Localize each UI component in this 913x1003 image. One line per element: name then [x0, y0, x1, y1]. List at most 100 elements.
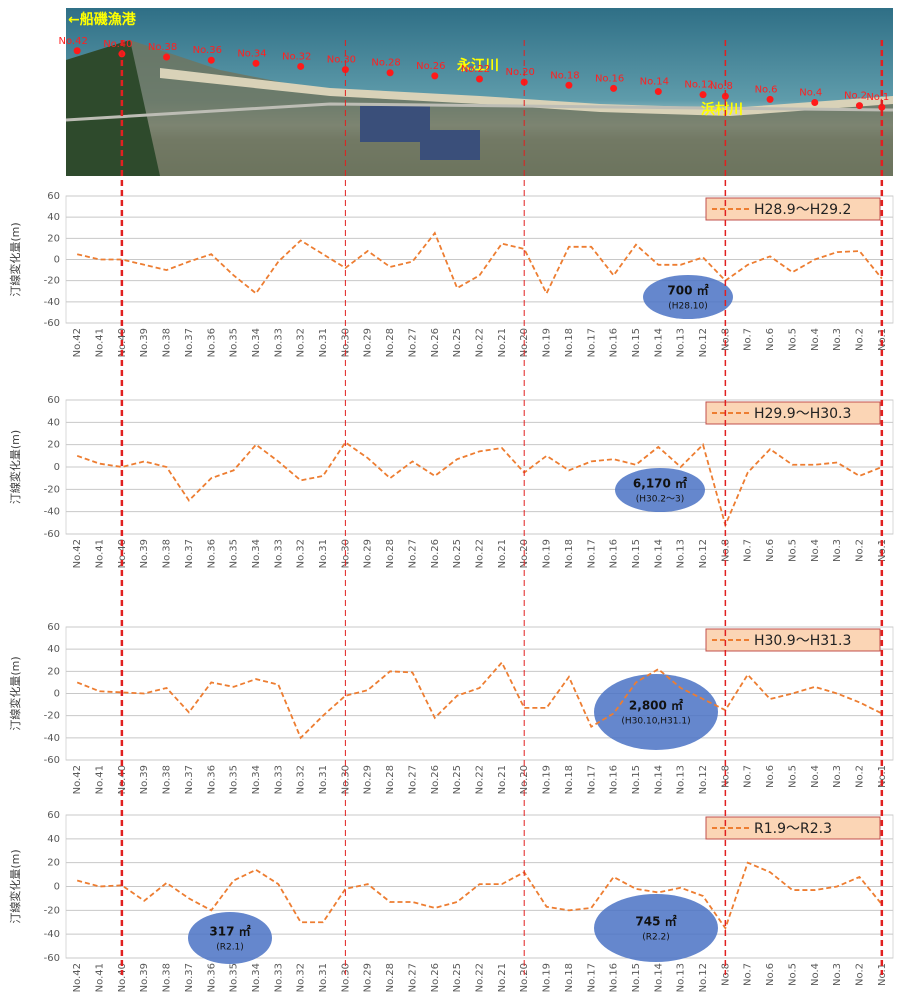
- x-tick-label: No.19: [542, 765, 553, 794]
- y-tick-label: -20: [44, 905, 60, 916]
- x-tick-label: No.2: [854, 539, 865, 562]
- x-tick-label: No.13: [676, 539, 687, 568]
- x-tick-label: No.38: [162, 963, 173, 992]
- annotation-ellipse: [643, 275, 733, 319]
- x-tick-label: No.17: [586, 328, 597, 357]
- x-tick-label: No.29: [363, 963, 374, 992]
- x-tick-label: No.41: [95, 328, 106, 357]
- x-tick-label: No.18: [564, 539, 575, 568]
- x-tick-label: No.7: [743, 963, 754, 986]
- station-dot: [878, 103, 886, 111]
- y-tick-label: 0: [54, 462, 60, 473]
- y-tick-label: -40: [44, 297, 60, 308]
- x-tick-label: No.29: [363, 765, 374, 794]
- legend-box: [705, 401, 881, 425]
- x-tick-label: No.18: [564, 963, 575, 992]
- x-tick-label: No.41: [95, 765, 106, 794]
- x-tick-label: No.33: [273, 539, 284, 568]
- x-tick-label: No.34: [251, 328, 262, 357]
- x-tick-label: No.3: [832, 963, 843, 986]
- x-tick-label: No.5: [787, 963, 798, 986]
- x-tick-label: No.5: [787, 328, 798, 351]
- annotation-text: 745 ㎡: [635, 914, 676, 929]
- x-tick-label: No.15: [631, 963, 642, 992]
- place-label: 永江川: [456, 57, 499, 74]
- x-tick-label: No.3: [832, 328, 843, 351]
- annotation-subtext: (H30.2～3): [636, 495, 685, 505]
- x-tick-label: No.42: [72, 765, 83, 794]
- x-tick-label: No.30: [340, 765, 351, 794]
- x-tick-label: No.6: [765, 765, 776, 788]
- x-tick-label: No.27: [407, 765, 418, 794]
- y-tick-label: 40: [47, 834, 60, 845]
- x-tick-label: No.39: [139, 328, 150, 357]
- x-tick-label: No.14: [653, 963, 664, 992]
- y-tick-label: -60: [44, 755, 60, 766]
- annotation-ellipse: [594, 894, 718, 962]
- x-tick-label: No.38: [162, 539, 173, 568]
- x-tick-label: No.2: [854, 963, 865, 986]
- annotation-text: 700 ㎡: [667, 283, 708, 298]
- x-tick-label: No.38: [162, 328, 173, 357]
- station-dot: [252, 59, 260, 67]
- x-tick-label: No.29: [363, 328, 374, 357]
- solar-panels: [420, 130, 480, 160]
- station-label: No.20: [506, 67, 535, 78]
- aerial-photo: [65, 8, 894, 176]
- x-tick-label: No.31: [318, 539, 329, 568]
- x-tick-label: No.16: [609, 328, 620, 357]
- legend-label: R1.9～R2.3: [754, 821, 832, 837]
- x-tick-label: No.30: [340, 963, 351, 992]
- x-tick-label: No.4: [810, 328, 821, 351]
- x-tick-label: No.25: [452, 539, 463, 568]
- x-tick-label: No.16: [609, 765, 620, 794]
- station-dot: [386, 69, 394, 77]
- annotation-subtext: (H28.10): [668, 302, 708, 312]
- station-dot: [766, 95, 774, 103]
- x-tick-label: No.35: [229, 328, 240, 357]
- x-tick-label: No.22: [475, 328, 486, 357]
- x-tick-label: No.25: [452, 963, 463, 992]
- x-tick-label: No.33: [273, 765, 284, 794]
- x-tick-label: No.26: [430, 328, 441, 357]
- y-tick-label: 0: [54, 882, 60, 893]
- x-tick-label: No.4: [810, 765, 821, 788]
- y-tick-label: 0: [54, 689, 60, 700]
- x-tick-label: No.21: [497, 963, 508, 992]
- x-tick-label: No.7: [743, 539, 754, 562]
- y-tick-label: 60: [47, 810, 60, 821]
- data-line: [76, 660, 883, 740]
- legend-label: H29.9～H30.3: [754, 406, 851, 422]
- station-dot: [699, 91, 707, 99]
- x-tick-label: No.21: [497, 328, 508, 357]
- annotation-subtext: (R2.2): [642, 933, 670, 943]
- x-tick-label: No.8: [720, 765, 731, 788]
- x-tick-label: No.29: [363, 539, 374, 568]
- legend-label: H30.9～H31.3: [754, 633, 851, 649]
- x-tick-label: No.37: [184, 963, 195, 992]
- station-label: No.4: [799, 88, 822, 99]
- annotation-subtext: (H30.10,H31.1): [621, 717, 690, 727]
- y-tick-label: 40: [47, 417, 60, 428]
- x-tick-label: No.41: [95, 963, 106, 992]
- data-line: [76, 441, 883, 528]
- x-tick-label: No.32: [296, 765, 307, 794]
- x-tick-label: No.2: [854, 328, 865, 351]
- y-tick-label: -20: [44, 276, 60, 287]
- x-tick-label: No.28: [385, 539, 396, 568]
- x-tick-label: No.36: [206, 963, 217, 992]
- y-tick-label: -40: [44, 507, 60, 518]
- station-label: No.16: [595, 73, 624, 84]
- station-dot: [654, 88, 662, 96]
- annotation-text: 317 ㎡: [209, 924, 250, 939]
- annotation-text: 6,170 ㎡: [633, 476, 687, 491]
- y-tick-label: 20: [47, 858, 60, 869]
- station-label: No.14: [640, 77, 669, 88]
- x-tick-label: No.14: [653, 765, 664, 794]
- x-tick-label: No.17: [586, 539, 597, 568]
- line-chart: -60-40-200204060汀線変化量(m)No.42No.41No.40N…: [8, 395, 894, 568]
- x-tick-label: No.39: [139, 765, 150, 794]
- x-tick-label: No.28: [385, 963, 396, 992]
